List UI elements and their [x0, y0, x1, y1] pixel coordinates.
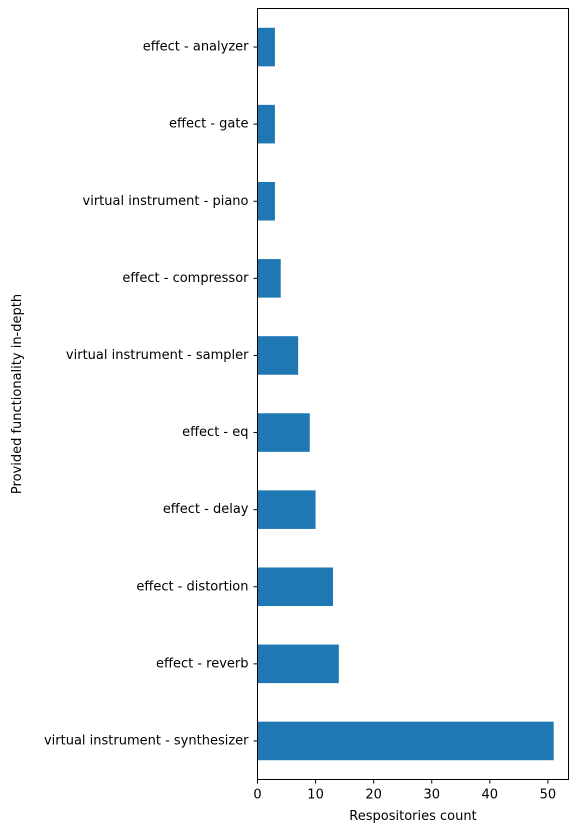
x-tick-label: 40: [482, 788, 499, 803]
bar: [258, 259, 281, 298]
bar: [258, 336, 299, 375]
x-tick-label: 10: [307, 788, 324, 803]
x-tick-label: 50: [540, 788, 557, 803]
bar: [258, 722, 554, 761]
y-tick-label: effect - eq: [182, 425, 248, 440]
bar: [258, 490, 316, 529]
bar: [258, 413, 310, 452]
y-axis-label: Provided functionality in-depth: [10, 294, 25, 494]
x-tick-label: 30: [423, 788, 440, 803]
y-tick-label: effect - analyzer: [143, 40, 249, 55]
y-tick-label: effect - delay: [163, 502, 249, 517]
x-axis-label: Respositories count: [349, 809, 476, 824]
y-tick-label: effect - distortion: [136, 579, 248, 594]
y-tick-label: effect - compressor: [122, 271, 249, 286]
bar: [258, 28, 275, 67]
x-axis: 0 10 20 30 40 50: [253, 780, 556, 803]
bar: [258, 645, 339, 684]
y-tick-label: virtual instrument - synthesizer: [44, 733, 249, 748]
bar: [258, 182, 275, 221]
y-tick-label: virtual instrument - piano: [83, 194, 249, 209]
y-axis: virtual instrument - synthesizer effect -…: [44, 40, 258, 749]
bars-group: [258, 28, 554, 760]
x-tick-label: 20: [365, 788, 382, 803]
y-tick-label: virtual instrument - sampler: [66, 348, 249, 363]
bar: [258, 105, 275, 144]
y-tick-label: effect - reverb: [156, 656, 249, 671]
bar: [258, 567, 333, 606]
y-tick-label: effect - gate: [169, 117, 248, 132]
x-tick-label: 0: [253, 788, 261, 803]
